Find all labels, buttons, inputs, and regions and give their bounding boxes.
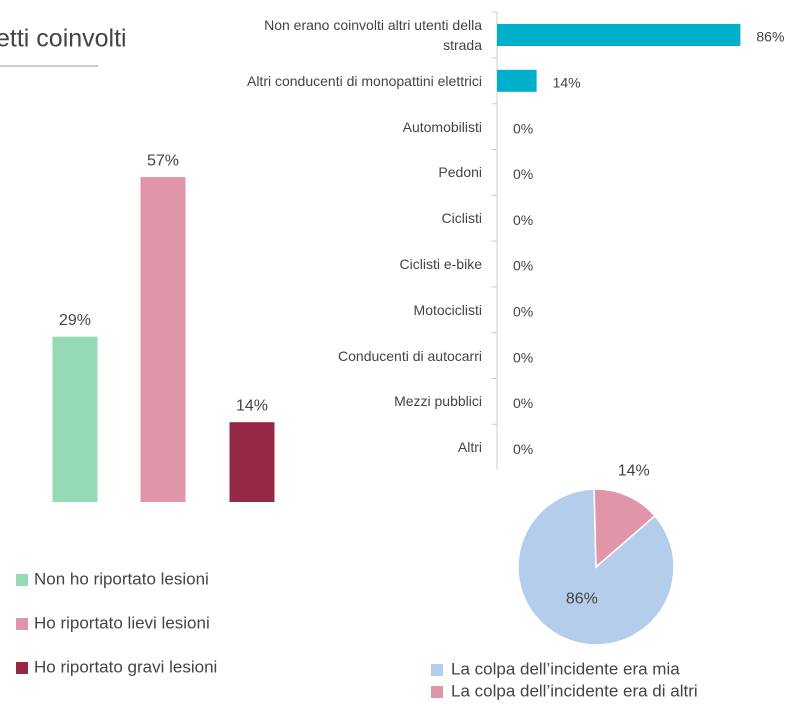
bar — [497, 69, 537, 92]
category-label: Automobilisti — [402, 118, 482, 135]
legend-label: La colpa dell’incidente era di altri — [451, 681, 698, 700]
value-label: 86% — [756, 29, 784, 45]
value-label: 14% — [618, 463, 650, 480]
category-label: Mezzi pubblici — [394, 393, 482, 410]
value-label: 0% — [513, 166, 533, 182]
category-label: Pedoni — [438, 164, 482, 181]
bar — [229, 422, 275, 502]
value-label: 0% — [513, 304, 533, 320]
category-label: Ciclisti — [441, 210, 482, 227]
category-label: Ciclisti e-bike — [399, 256, 482, 272]
value-label: 0% — [513, 395, 533, 411]
bar — [497, 24, 741, 46]
value-label: 0% — [513, 120, 533, 136]
value-label: 0% — [513, 349, 533, 365]
category-label: Motociclisti — [413, 301, 482, 318]
chart-title: etti coinvolti — [0, 25, 127, 53]
value-label: 57% — [147, 152, 179, 169]
legend-label: La colpa dell’incidente era mia — [451, 659, 680, 678]
legend-label: Ho riportato gravi lesioni — [34, 657, 217, 676]
value-label: 0% — [513, 258, 533, 274]
bar — [140, 177, 186, 502]
category-label: Altri conducenti di monopattini elettric… — [246, 72, 482, 89]
bar — [52, 336, 98, 502]
legend-swatch — [16, 574, 28, 586]
pie-slice — [593, 488, 656, 569]
category-label: Conducenti di autocarri — [338, 347, 482, 364]
value-label: 14% — [236, 397, 268, 414]
legend-label: Non ho riportato lesioni — [34, 569, 209, 588]
value-label: 0% — [513, 441, 533, 457]
legend-swatch — [16, 618, 28, 630]
legend-swatch — [431, 686, 443, 698]
legend-swatch — [431, 664, 443, 676]
category-label: Altri — [457, 439, 482, 456]
category-label: Non erano coinvolti altri utenti della s… — [264, 17, 482, 53]
legend-label: Ho riportato lievi lesioni — [34, 613, 210, 632]
legend-swatch — [16, 662, 28, 674]
value-label: 86% — [566, 590, 598, 607]
pie-slice — [517, 488, 675, 646]
value-label: 0% — [513, 212, 533, 228]
value-label: 14% — [553, 75, 581, 91]
value-label: 29% — [59, 312, 91, 329]
